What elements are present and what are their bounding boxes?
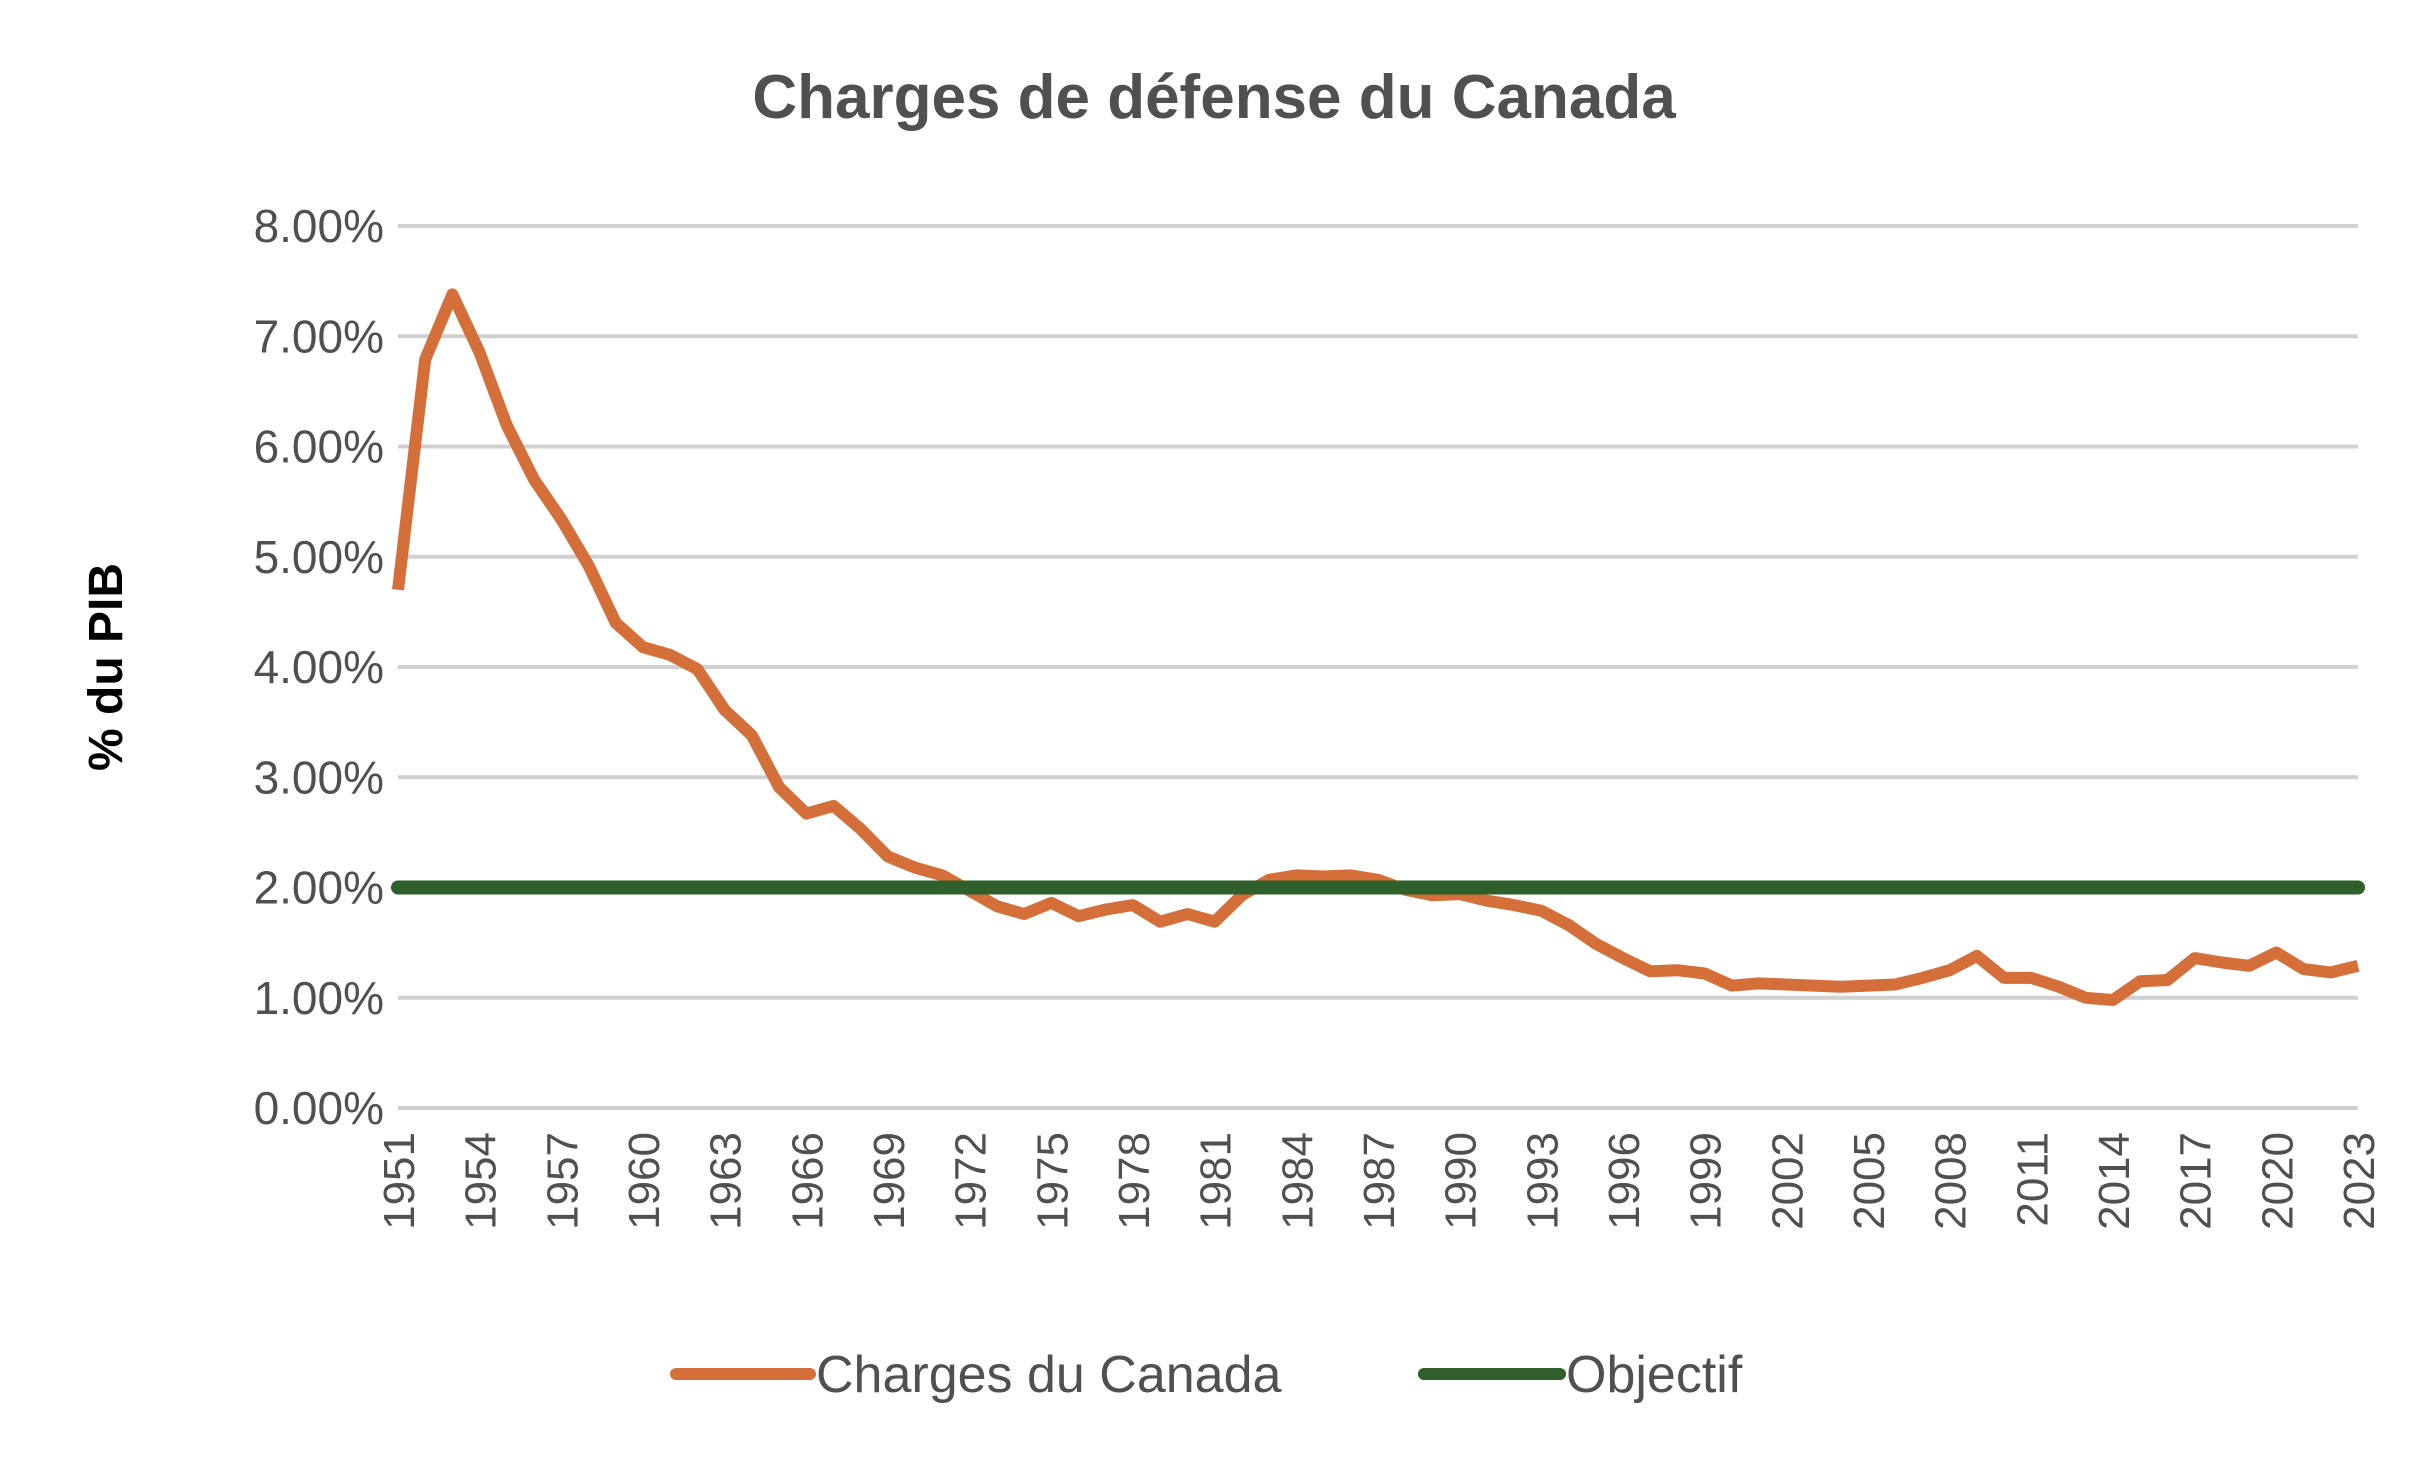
y-axis-label: % du PIB (80, 563, 133, 771)
x-tick-label: 1981 (1192, 1132, 1241, 1230)
x-tick-label: 1960 (620, 1132, 669, 1230)
x-tick-label: 1984 (1273, 1132, 1322, 1230)
x-tick-label: 1990 (1437, 1132, 1486, 1230)
x-tick-label: 1957 (538, 1132, 587, 1230)
chart-title: Charges de défense du Canada (752, 63, 1676, 132)
x-tick-label: 1975 (1028, 1132, 1077, 1230)
x-tick-label: 2011 (2008, 1132, 2057, 1227)
x-tick-label: 1978 (1110, 1132, 1159, 1230)
x-tick-label: 1993 (1518, 1132, 1567, 1230)
x-tick-label: 1963 (702, 1132, 751, 1230)
y-tick-label: 5.00% (254, 531, 384, 583)
x-tick-label: 2005 (1845, 1132, 1894, 1230)
y-tick-label: 4.00% (254, 641, 384, 693)
y-tick-label: 2.00% (254, 862, 384, 914)
x-tick-label: 1972 (947, 1132, 996, 1230)
x-tick-label: 2017 (2172, 1132, 2221, 1230)
x-tick-label: 2020 (2253, 1132, 2302, 1230)
y-tick-label: 8.00% (254, 200, 384, 252)
x-tick-label: 1999 (1682, 1132, 1731, 1230)
y-tick-label: 0.00% (254, 1082, 384, 1134)
y-tick-label: 6.00% (254, 421, 384, 473)
y-tick-label: 7.00% (254, 310, 384, 362)
legend-label: Charges du Canada (816, 1346, 1282, 1404)
series-line-charges-du-canada (392, 288, 2360, 1006)
x-tick-label: 1954 (457, 1132, 506, 1230)
x-tick-label: 2014 (2090, 1132, 2139, 1230)
x-tick-label: 1996 (1600, 1132, 1649, 1230)
x-tick-label: 1951 (375, 1132, 424, 1230)
x-tick-label: 2008 (1927, 1132, 1976, 1230)
x-tick-label: 1966 (783, 1132, 832, 1230)
x-tick-label: 2023 (2335, 1132, 2384, 1230)
x-tick-label: 1969 (865, 1132, 914, 1230)
y-tick-label: 1.00% (254, 972, 384, 1024)
y-tick-label: 3.00% (254, 751, 384, 803)
legend-label: Objectif (1566, 1346, 1743, 1404)
x-tick-label: 1987 (1355, 1132, 1404, 1230)
x-tick-label: 2002 (1763, 1132, 1812, 1230)
